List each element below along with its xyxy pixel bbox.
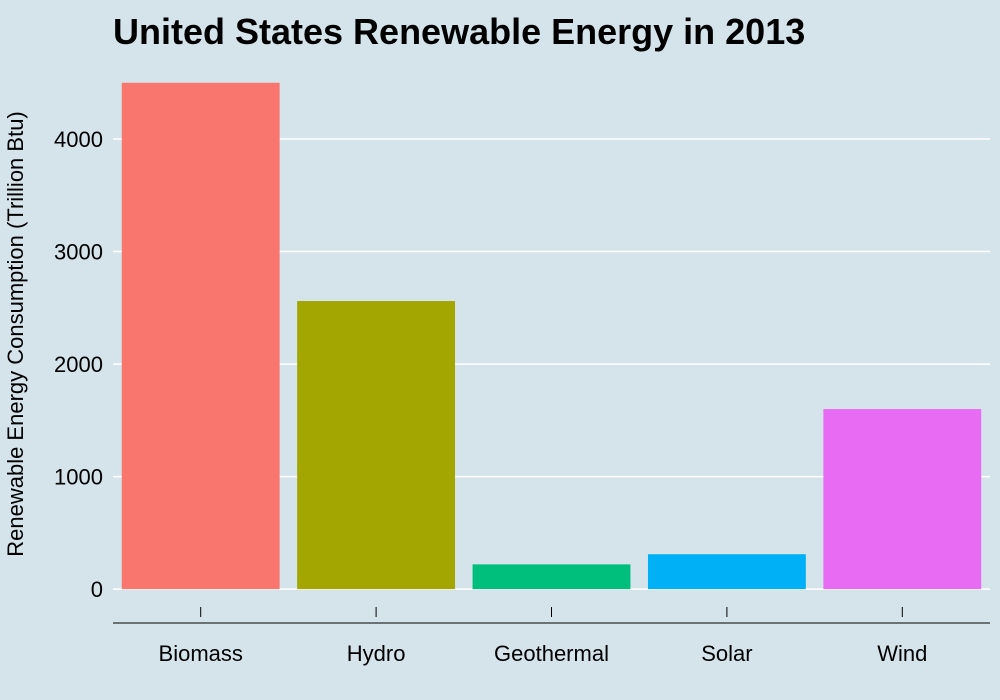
bar-wind xyxy=(823,409,982,590)
y-tick-label: 0 xyxy=(91,577,103,602)
bar-solar xyxy=(647,554,806,590)
y-tick-label: 1000 xyxy=(54,465,103,490)
x-tick-label-wind: Wind xyxy=(877,641,927,666)
y-tick-label: 2000 xyxy=(54,352,103,377)
chart-title: United States Renewable Energy in 2013 xyxy=(113,11,805,52)
y-axis-label: Renewable Energy Consumption (Trillion B… xyxy=(3,111,28,557)
x-axis: Biomass Hydro Geothermal Solar Wind xyxy=(113,607,990,666)
x-tick-label-hydro: Hydro xyxy=(347,641,406,666)
y-tick-label: 3000 xyxy=(54,240,103,265)
bar-biomass xyxy=(121,82,280,590)
x-tick-label-biomass: Biomass xyxy=(159,641,243,666)
bar-hydro xyxy=(297,301,456,590)
x-tick-label-solar: Solar xyxy=(701,641,752,666)
y-axis-ticks: 0 1000 2000 3000 4000 xyxy=(54,127,103,602)
y-tick-label: 4000 xyxy=(54,127,103,152)
bars xyxy=(121,82,982,590)
x-tick-label-geothermal: Geothermal xyxy=(494,641,609,666)
bar-geothermal xyxy=(472,564,631,590)
